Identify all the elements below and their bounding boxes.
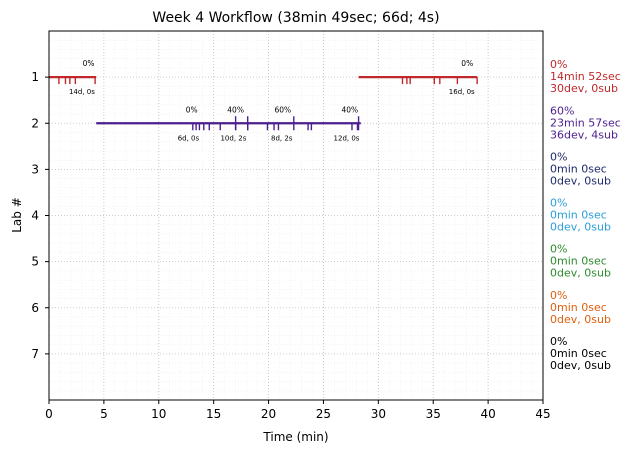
lab-4-summary-line: 0min 0sec <box>550 209 607 222</box>
lab-3-summary-line: 0min 0sec <box>550 162 607 175</box>
lab-7-summary-line: 0% <box>550 335 567 348</box>
y-tick-label: 5 <box>31 255 39 269</box>
x-tick-label: 35 <box>426 407 441 421</box>
lab-2-summary-line: 36dev, 4sub <box>550 128 618 141</box>
lab-1-percent-label: 0% <box>461 59 473 68</box>
y-tick-label: 6 <box>31 301 39 315</box>
lab-3-summary-line: 0% <box>550 150 567 163</box>
lab-1-percent-label: 0% <box>83 59 95 68</box>
x-tick-label: 45 <box>535 407 550 421</box>
x-axis-label: Time (min) <box>262 430 328 444</box>
x-tick-label: 25 <box>316 407 331 421</box>
lab-2-percent-label: 60% <box>274 105 291 114</box>
lab-2-percent-label: 40% <box>341 105 358 114</box>
y-tick-label: 3 <box>31 162 39 176</box>
x-tick-label: 0 <box>45 407 53 421</box>
lab-1-summary-line: 30dev, 0sub <box>550 82 618 95</box>
lab-7-summary-line: 0dev, 0sub <box>550 359 611 372</box>
lab-5-summary-line: 0% <box>550 243 567 256</box>
lab-1-count-label: 14d, 0s <box>69 88 95 96</box>
y-tick-label: 7 <box>31 347 39 361</box>
lab-1-summary-line: 0% <box>550 58 567 71</box>
x-tick-label: 10 <box>151 407 166 421</box>
lab-1-summary-line: 14min 52sec <box>550 70 621 83</box>
lab-2-percent-label: 0% <box>186 105 198 114</box>
lab-6-summary-line: 0% <box>550 289 567 302</box>
plot-content: 0% 14d, 0s 0% 16d, 0s 0% 6d, 0s 40% 10d, 2s 60% 8… <box>49 59 478 142</box>
lab-2-count-label: 6d, 0s <box>178 134 200 142</box>
y-tick-label: 4 <box>31 209 39 223</box>
lab-4-summary-line: 0dev, 0sub <box>550 221 611 234</box>
lab-5-summary-line: 0dev, 0sub <box>550 267 611 280</box>
x-tick-label: 5 <box>100 407 108 421</box>
lab-3-summary-line: 0dev, 0sub <box>550 174 611 187</box>
y-axis-label: Lab # <box>10 197 24 233</box>
lab-6-summary-line: 0dev, 0sub <box>550 313 611 326</box>
lab-2-summary-line: 60% <box>550 104 574 117</box>
grid <box>48 31 544 400</box>
lab-2-percent-label: 40% <box>227 105 244 114</box>
lab-5-summary-line: 0min 0sec <box>550 255 607 268</box>
lab-7-summary-line: 0min 0sec <box>550 347 607 360</box>
chart-title: Week 4 Workflow (38min 49sec; 66d; 4s) <box>152 10 439 26</box>
lab-2-count-label: 10d, 2s <box>220 134 246 142</box>
lab-2-count-label: 8d, 2s <box>271 134 293 142</box>
x-tick-label: 20 <box>261 407 276 421</box>
lab-2-summary-line: 23min 57sec <box>550 116 621 129</box>
lab-6-summary-line: 0min 0sec <box>550 301 607 314</box>
y-tick-label: 1 <box>31 70 39 84</box>
lab-2-count-label: 12d, 0s <box>334 134 360 142</box>
x-tick-label: 30 <box>371 407 386 421</box>
lab-4-summary-line: 0% <box>550 197 567 210</box>
x-tick-label: 15 <box>206 407 221 421</box>
y-tick-label: 2 <box>31 116 39 130</box>
lab-1-count-label: 16d, 0s <box>449 88 475 96</box>
x-tick-label: 40 <box>480 407 495 421</box>
